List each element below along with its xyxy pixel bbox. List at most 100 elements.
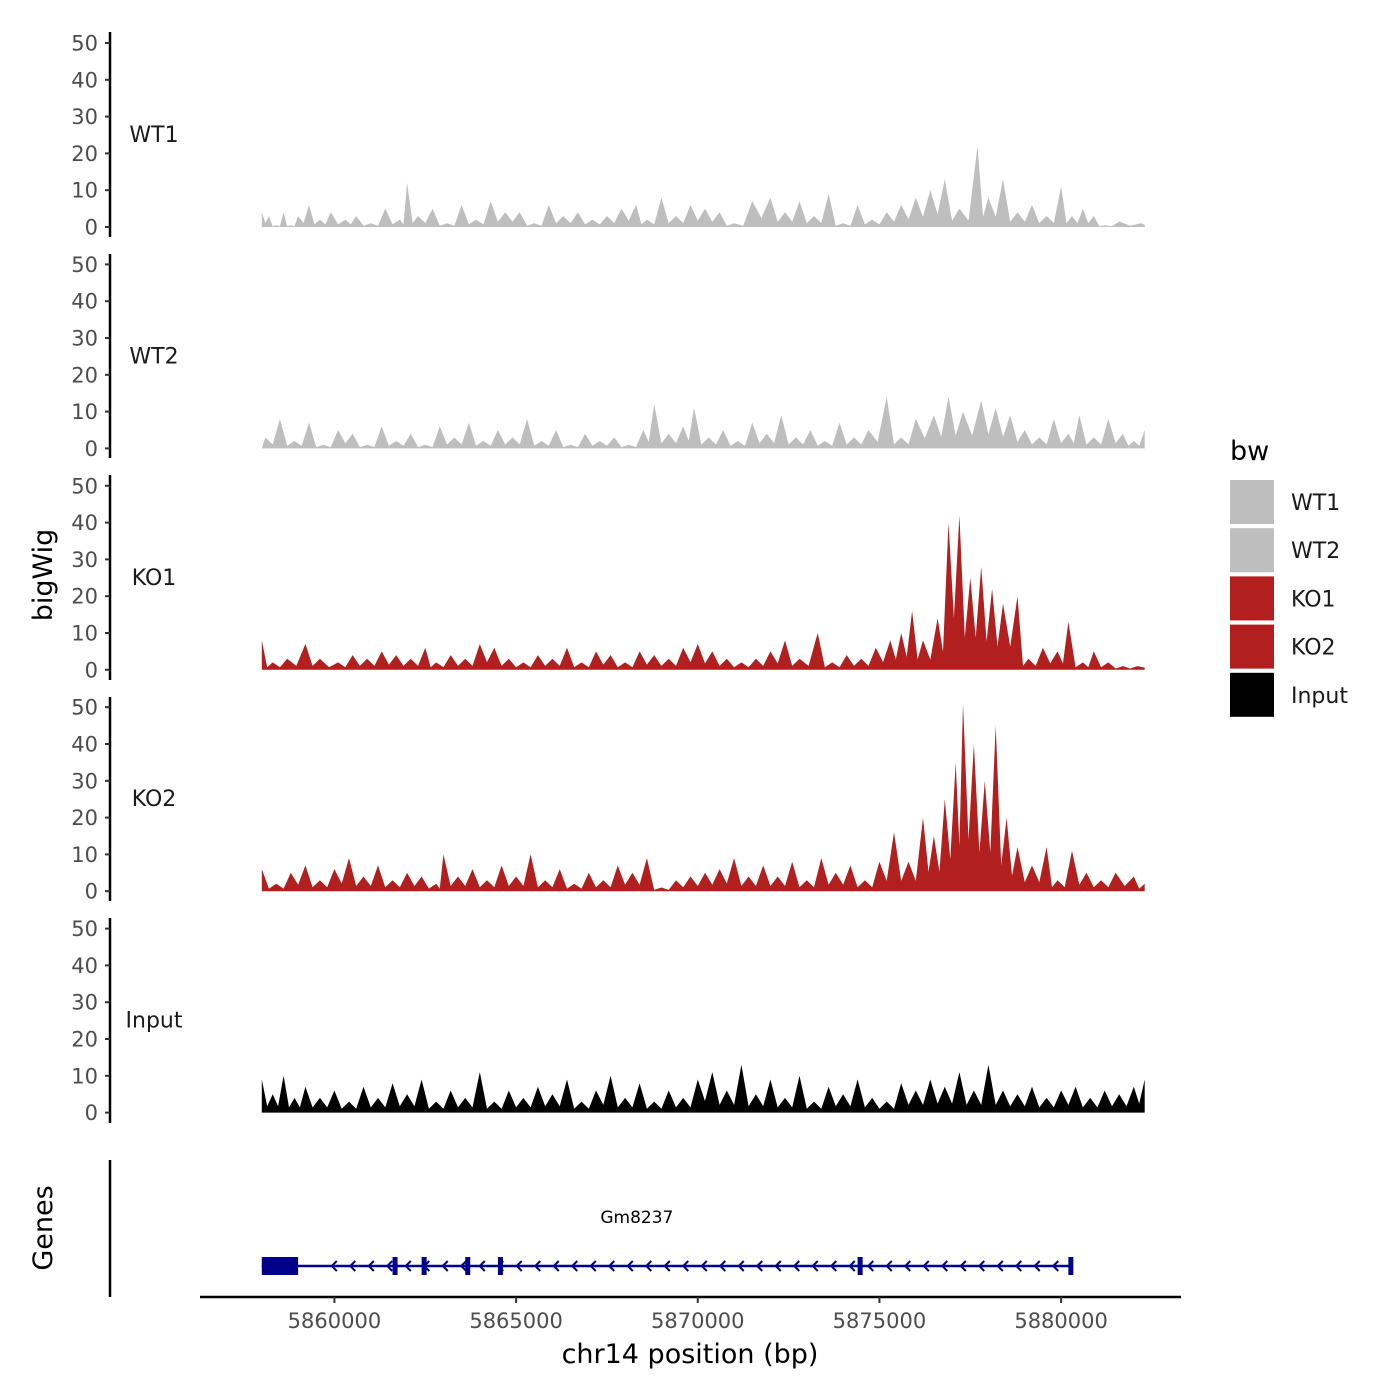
strand-arrow bbox=[1051, 1260, 1059, 1272]
signal-area-input bbox=[261, 1064, 1145, 1113]
y-tick-label: 0 bbox=[85, 437, 98, 461]
strand-arrow bbox=[940, 1260, 948, 1272]
exon bbox=[261, 1257, 299, 1275]
y-tick-label: 50 bbox=[71, 474, 98, 498]
strand-arrow bbox=[478, 1260, 486, 1272]
y-tick-label: 10 bbox=[71, 179, 98, 203]
gene-track-title: Genes bbox=[28, 1185, 59, 1270]
strand-arrow bbox=[718, 1260, 726, 1272]
signal-area-wt1 bbox=[261, 146, 1145, 227]
strand-arrow bbox=[1014, 1260, 1022, 1272]
track-label-wt2: WT2 bbox=[129, 344, 178, 369]
gene-track: Gm8237 bbox=[108, 1160, 1074, 1297]
y-tick-label: 30 bbox=[71, 991, 98, 1015]
y-tick-label: 10 bbox=[71, 400, 98, 424]
strand-arrow bbox=[996, 1260, 1004, 1272]
y-tick-label: 20 bbox=[71, 363, 98, 387]
strand-arrow bbox=[885, 1260, 893, 1272]
exon bbox=[497, 1257, 503, 1275]
y-tick-label: 40 bbox=[71, 68, 98, 92]
strand-arrow bbox=[552, 1260, 560, 1272]
y-tick-label: 30 bbox=[71, 769, 98, 793]
strand-arrow bbox=[700, 1260, 708, 1272]
y-tick-label: 10 bbox=[71, 622, 98, 646]
strand-arrow bbox=[348, 1260, 356, 1272]
strand-arrow bbox=[681, 1260, 689, 1272]
y-tick-label: 40 bbox=[71, 954, 98, 978]
y-tick-label: 50 bbox=[71, 32, 98, 56]
y-tick-label: 30 bbox=[71, 548, 98, 572]
y-tick-label: 50 bbox=[71, 696, 98, 720]
exon bbox=[392, 1257, 398, 1275]
exon bbox=[1068, 1257, 1074, 1275]
y-tick-label: 30 bbox=[71, 105, 98, 129]
signal-tracks: 0 10 20 30 40 50 WT1 0 10 20 30 40 50 WT2 0 10 20 30 40 50 K… bbox=[71, 32, 1145, 1125]
exon bbox=[421, 1257, 427, 1275]
strand-arrow bbox=[663, 1260, 671, 1272]
strand-arrow bbox=[441, 1260, 449, 1272]
track-label-ko1: KO1 bbox=[132, 566, 177, 591]
exon bbox=[857, 1257, 863, 1275]
legend-swatch-input bbox=[1230, 672, 1274, 717]
x-axis: 5860000 5865000 5870000 5875000 5880000 bbox=[200, 1295, 1181, 1333]
y-tick-label: 30 bbox=[71, 327, 98, 351]
strand-arrow bbox=[755, 1260, 763, 1272]
strand-arrow bbox=[570, 1260, 578, 1272]
signal-area-wt2 bbox=[261, 396, 1145, 449]
y-tick-label: 20 bbox=[71, 142, 98, 166]
strand-arrow bbox=[811, 1260, 819, 1272]
legend-swatch-wt2 bbox=[1230, 528, 1274, 573]
track-label-wt1: WT1 bbox=[129, 123, 178, 148]
x-axis-title: chr14 position (bp) bbox=[562, 1339, 819, 1370]
strand-arrow bbox=[589, 1260, 597, 1272]
y-tick-label: 10 bbox=[71, 1064, 98, 1088]
y-tick-label: 20 bbox=[71, 806, 98, 830]
track-label-input: Input bbox=[126, 1009, 183, 1034]
y-tick-label: 50 bbox=[71, 917, 98, 941]
y-tick-label: 20 bbox=[71, 1028, 98, 1052]
strand-arrow bbox=[533, 1260, 541, 1272]
strand-arrow bbox=[515, 1260, 523, 1272]
legend-label-ko1: KO1 bbox=[1291, 587, 1336, 612]
strand-arrow bbox=[644, 1260, 652, 1272]
x-tick-label: 5865000 bbox=[469, 1309, 563, 1333]
y-tick-label: 0 bbox=[85, 1101, 98, 1125]
strand-arrow bbox=[367, 1260, 375, 1272]
gene-gm8237: Gm8237 bbox=[261, 1208, 1074, 1275]
legend: bw WT1 WT2 KO1 KO2 Input bbox=[1230, 436, 1348, 717]
y-tick-label: 50 bbox=[71, 253, 98, 277]
strand-arrow bbox=[1033, 1260, 1041, 1272]
track-wt2: 0 10 20 30 40 50 WT2 bbox=[71, 253, 1145, 461]
y-tick-label: 0 bbox=[85, 216, 98, 240]
y-tick-label: 40 bbox=[71, 511, 98, 535]
y-tick-label: 10 bbox=[71, 843, 98, 867]
track-ko2: 0 10 20 30 40 50 KO2 bbox=[71, 696, 1145, 904]
strand-arrow bbox=[330, 1260, 338, 1272]
track-label-ko2: KO2 bbox=[132, 787, 177, 812]
track-input: 0 10 20 30 40 50 Input bbox=[71, 917, 1145, 1125]
track-ko1: 0 10 20 30 40 50 KO1 bbox=[71, 474, 1145, 682]
legend-swatch-ko1 bbox=[1230, 576, 1274, 621]
strand-arrow bbox=[848, 1260, 856, 1272]
strand-arrow bbox=[385, 1260, 393, 1272]
strand-arrow bbox=[922, 1260, 930, 1272]
signal-area-ko1 bbox=[261, 515, 1145, 670]
strand-arrow bbox=[459, 1260, 467, 1272]
x-tick-label: 5880000 bbox=[1014, 1309, 1108, 1333]
legend-swatch-wt1 bbox=[1230, 480, 1274, 524]
legend-label-wt1: WT1 bbox=[1291, 491, 1340, 516]
strand-arrow bbox=[959, 1260, 967, 1272]
strand-arrow bbox=[792, 1260, 800, 1272]
strand-arrow bbox=[737, 1260, 745, 1272]
y-axis-title: bigWig bbox=[28, 529, 59, 622]
strand-arrow bbox=[903, 1260, 911, 1272]
strand-arrow bbox=[977, 1260, 985, 1272]
x-tick-label: 5875000 bbox=[833, 1309, 927, 1333]
legend-label-input: Input bbox=[1291, 684, 1348, 709]
strand-arrow bbox=[866, 1260, 874, 1272]
exon bbox=[465, 1257, 471, 1275]
strand-arrow bbox=[829, 1260, 837, 1272]
signal-area-ko2 bbox=[261, 703, 1145, 892]
y-tick-label: 40 bbox=[71, 733, 98, 757]
